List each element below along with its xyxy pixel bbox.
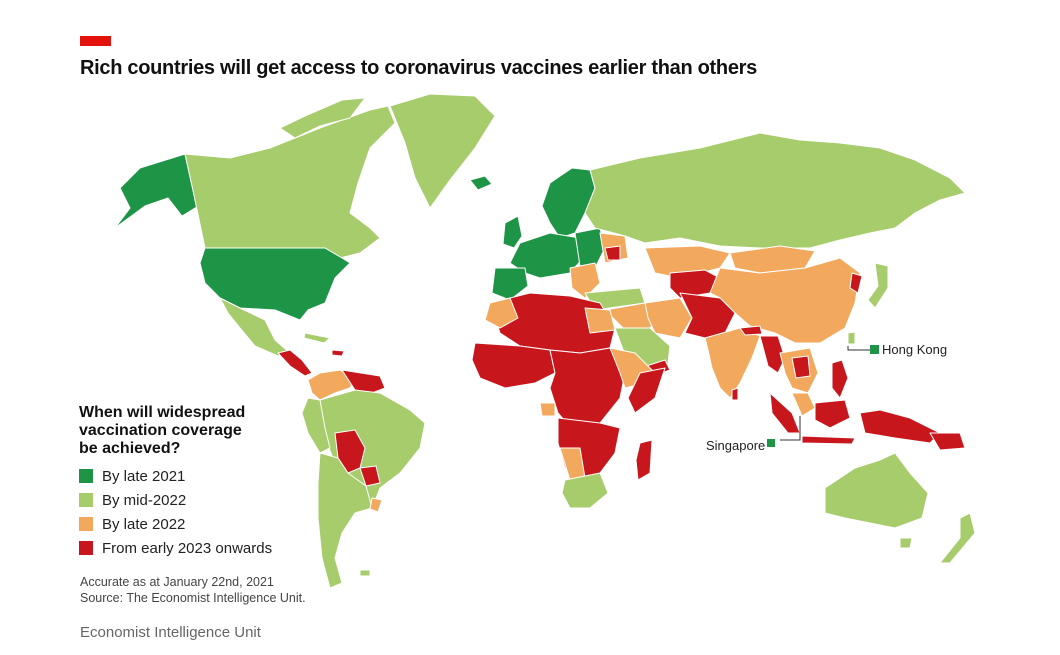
world-map (114, 93, 976, 589)
region-south-africa (561, 472, 609, 509)
legend-label: By late 2022 (102, 515, 186, 533)
region-new-zealand (939, 512, 976, 564)
region-guianas (341, 369, 386, 394)
region-peru (301, 397, 331, 454)
region-iberia (491, 267, 529, 301)
region-iceland (469, 175, 493, 191)
region-japan (867, 262, 889, 309)
region-hispaniola (331, 349, 345, 357)
legend-item-early-2023: From early 2023 onwards (79, 536, 299, 560)
region-west-africa (471, 342, 556, 389)
legend-title-line: be achieved? (79, 440, 181, 457)
region-java (801, 435, 856, 445)
region-korea (849, 272, 863, 294)
legend-title-line: When will widespread (79, 404, 246, 421)
legend-swatch (79, 541, 93, 555)
region-paraguay (359, 465, 381, 487)
legend-label: By late 2021 (102, 467, 186, 485)
region-balkans (569, 262, 601, 299)
region-moldova (604, 245, 621, 261)
legend-item-late-2022: By late 2022 (79, 512, 299, 536)
region-philippines (831, 359, 849, 399)
region-laos-cambodia (791, 355, 811, 379)
legend-swatch (79, 517, 93, 531)
singapore-leader (780, 416, 801, 441)
legend-swatch (79, 469, 93, 483)
region-iran (644, 297, 693, 339)
legend-title: When will widespread vaccination coverag… (79, 404, 299, 458)
region-morocco (484, 297, 519, 329)
legend-swatch (79, 493, 93, 507)
legend-label: By mid-2022 (102, 491, 187, 509)
region-gabon (539, 402, 556, 417)
accuracy-note: Accurate as at January 22nd, 2021 (80, 575, 274, 589)
notes: Accurate as at January 22nd, 2021 Source… (80, 574, 306, 606)
region-somalia (627, 367, 666, 414)
region-central-america (277, 349, 313, 377)
region-australia (824, 452, 929, 529)
hong-kong-marker (870, 345, 879, 354)
region-cuba (303, 332, 331, 344)
hong-kong-leader (847, 346, 870, 351)
legend-title-line: vaccination coverage (79, 422, 242, 439)
region-falklands (359, 569, 371, 577)
region-taiwan (847, 331, 856, 345)
region-sri-lanka (731, 387, 739, 401)
singapore-marker (767, 439, 775, 447)
region-malaysia (791, 392, 816, 417)
region-madagascar (635, 439, 653, 481)
region-myanmar-bangladesh (759, 335, 786, 374)
region-borneo (814, 399, 851, 429)
source-note: Source: The Economist Intelligence Unit. (80, 591, 306, 605)
region-sumatra (769, 392, 801, 434)
region-egypt (584, 307, 616, 334)
region-scandinavia (541, 167, 596, 239)
brand-red-tag (80, 36, 111, 46)
region-uruguay (369, 497, 383, 513)
region-greenland (389, 93, 496, 209)
footer-credit: Economist Intelligence Unit (80, 624, 261, 641)
region-canada-islands (279, 97, 366, 139)
region-india (704, 327, 761, 399)
region-chile-argentina (317, 452, 373, 589)
legend: When will widespread vaccination coverag… (79, 404, 299, 560)
legend-label: From early 2023 onwards (102, 539, 273, 557)
region-tasmania (899, 537, 913, 549)
region-uk-ireland (502, 215, 523, 249)
legend-item-late-2021: By late 2021 (79, 464, 299, 488)
region-russia (584, 132, 966, 249)
singapore-label: Singapore (706, 438, 766, 453)
region-nepal (739, 325, 763, 336)
region-usa (199, 247, 351, 321)
region-png (929, 432, 966, 451)
region-central-europe (574, 227, 606, 269)
region-colombia-venezuela (307, 369, 356, 401)
legend-item-mid-2022: By mid-2022 (79, 488, 299, 512)
hong-kong-label: Hong Kong (882, 342, 948, 357)
region-sulawesi-papua (859, 409, 941, 444)
chart-title: Rich countries will get access to corona… (80, 57, 757, 79)
